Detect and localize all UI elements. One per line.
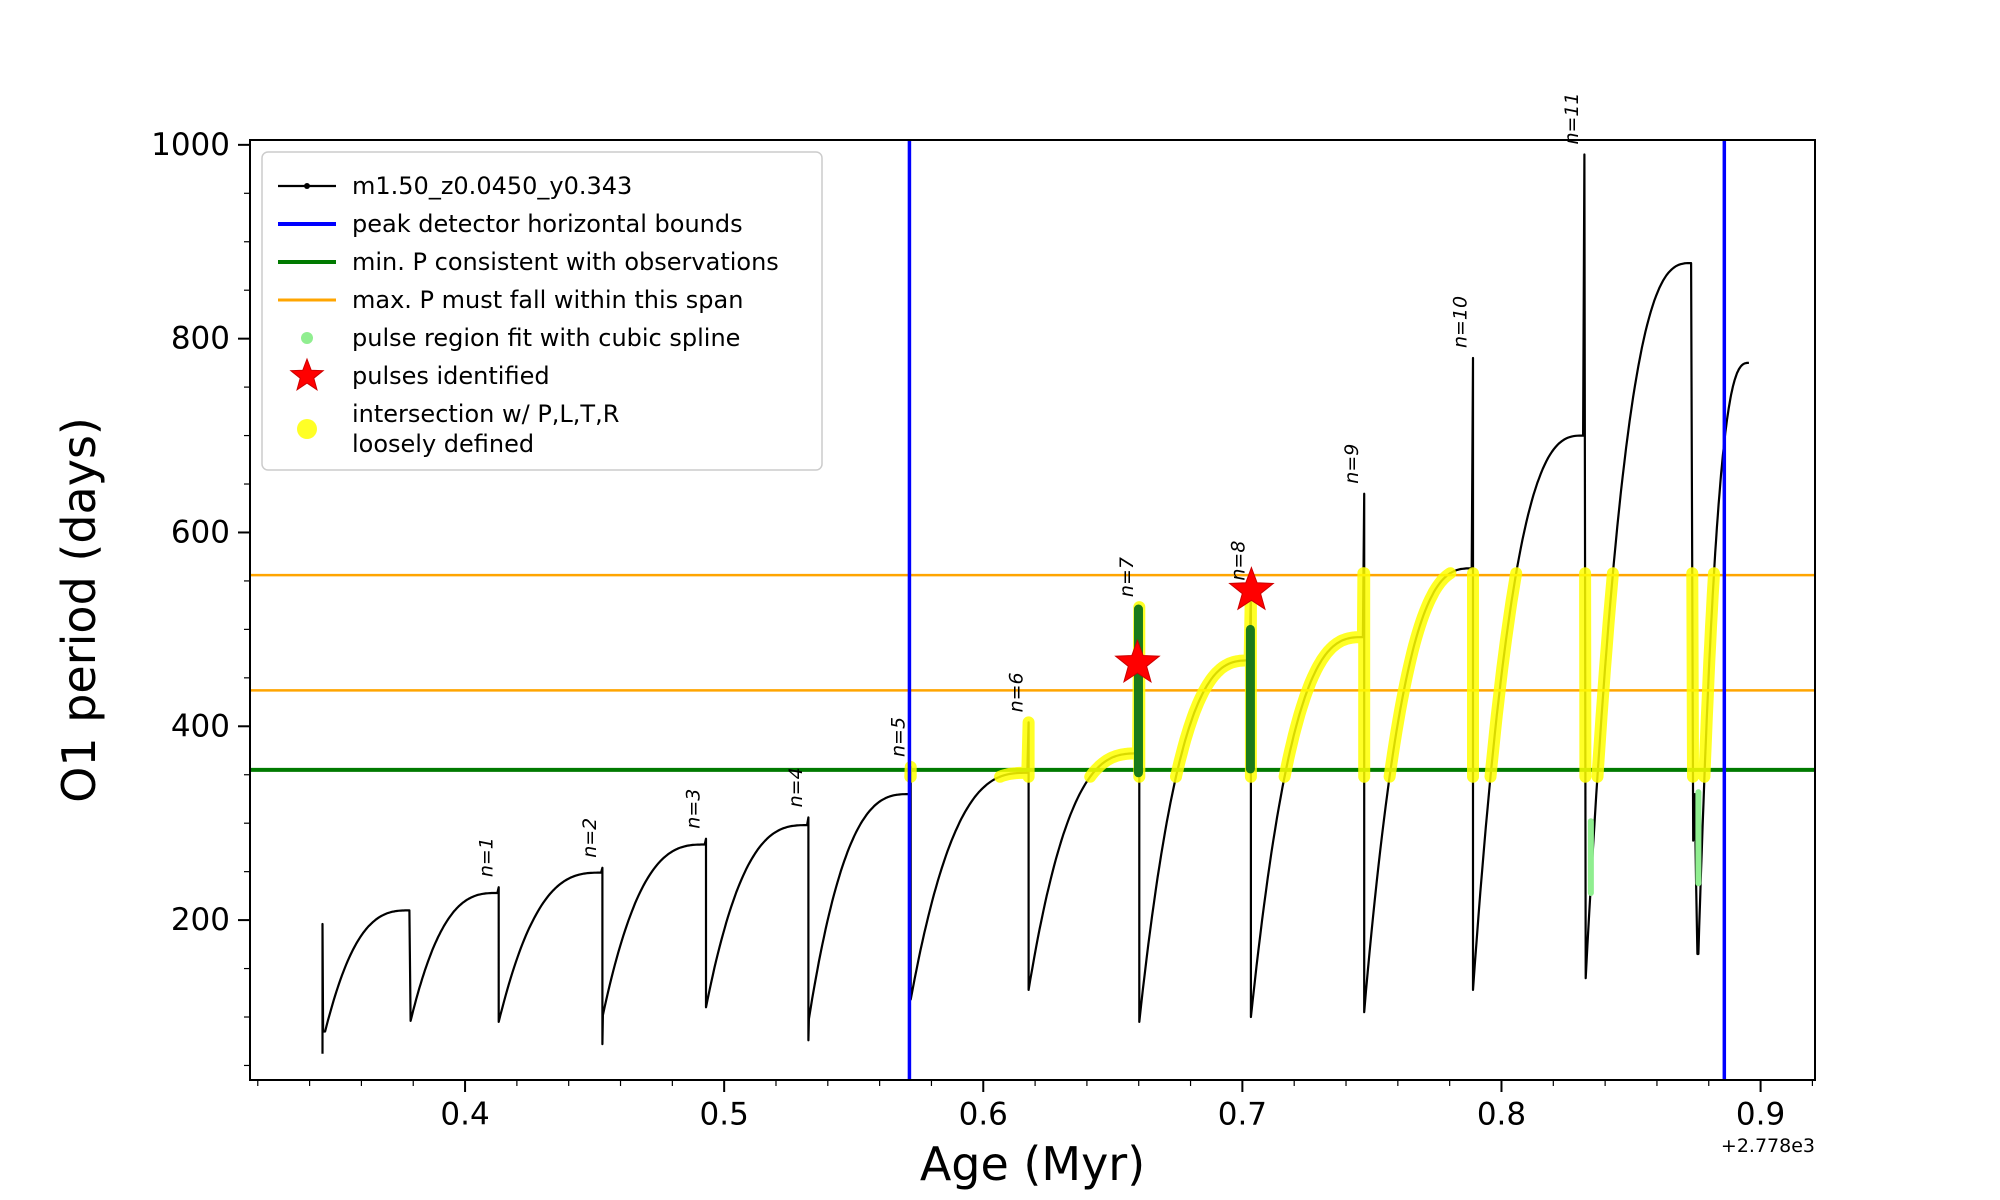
peak-label: n=2 (579, 818, 601, 858)
y-tick-label: 800 (171, 321, 230, 357)
x-tick-label: 0.9 (1736, 1096, 1785, 1132)
legend-entry-label: pulse region fit with cubic spline (352, 324, 740, 352)
legend-marker-dot (304, 183, 310, 189)
y-tick-label: 400 (171, 708, 230, 744)
x-axis-label: Age (Myr) (920, 1137, 1145, 1191)
legend-entry-label: peak detector horizontal bounds (352, 210, 743, 238)
peak-label: n=7 (1116, 557, 1138, 597)
y-axis-label: O1 period (days) (52, 417, 106, 803)
legend-entry-label: pulses identified (352, 362, 550, 390)
y-tick-label: 200 (171, 902, 230, 938)
x-axis-offset-label: +2.778e3 (1721, 1135, 1815, 1157)
x-tick-label: 0.4 (440, 1096, 489, 1132)
legend-entry-label: loosely defined (352, 430, 534, 458)
x-tick-label: 0.7 (1218, 1096, 1267, 1132)
peak-label: n=11 (1561, 92, 1583, 144)
y-tick-label: 600 (171, 514, 230, 550)
peak-label: n=10 (1450, 296, 1472, 348)
peak-label: n=6 (1005, 672, 1027, 712)
axes-frame (249, 139, 1816, 1081)
peak-label: n=9 (1341, 444, 1363, 484)
y-tick-label: 1000 (151, 127, 230, 163)
legend-box (261, 151, 823, 471)
x-tick-label: 0.6 (959, 1096, 1008, 1132)
legend-marker-dot (297, 419, 317, 439)
legend-entry-label: max. P must fall within this span (352, 286, 743, 314)
legend-entry-label: min. P consistent with observations (352, 248, 779, 276)
legend-marker-dot (301, 332, 313, 344)
pulse-star-marker (1114, 638, 1161, 684)
legend-entry-label: m1.50_z0.0450_y0.343 (352, 172, 632, 200)
x-tick-label: 0.5 (700, 1096, 749, 1132)
legend-marker-star (289, 357, 325, 391)
peak-label: n=1 (475, 837, 497, 877)
peak-label: n=5 (887, 717, 909, 757)
x-tick-label: 0.8 (1477, 1096, 1526, 1132)
peak-label: n=8 (1228, 541, 1250, 581)
peak-label: n=3 (683, 789, 705, 829)
legend-entry-label: intersection w/ P,L,T,R (352, 400, 619, 428)
peak-label: n=4 (785, 767, 807, 807)
pulse-star-marker (1228, 566, 1275, 611)
